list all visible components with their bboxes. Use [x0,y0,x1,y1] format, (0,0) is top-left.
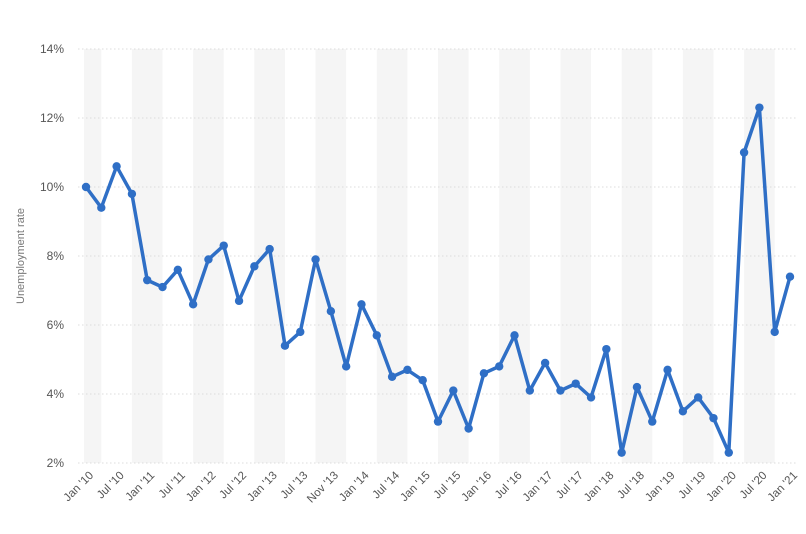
x-tick-label: Jul '15 [432,470,464,502]
data-point [755,103,764,112]
data-point [586,393,596,402]
data-point [204,255,213,264]
x-tick-label: Jul '19 [677,470,709,502]
data-point [678,407,688,416]
x-tick-label: Jul '18 [615,470,647,502]
data-point [464,424,473,433]
data-point [693,393,703,402]
data-point [127,189,137,199]
background-band [84,49,102,463]
x-tick-label: Nov '13 [305,470,341,506]
data-point [663,365,672,375]
data-point [724,448,733,457]
data-point [341,362,351,371]
x-tick-label: Jul '17 [554,470,586,502]
data-point [449,386,458,395]
x-tick-label: Jan '13 [245,470,279,504]
data-point [81,182,91,192]
data-point [495,362,504,371]
data-point [556,386,565,395]
y-tick-label: 8% [47,249,65,263]
data-point [143,275,152,285]
data-point [418,376,427,385]
data-point [234,296,244,306]
series-line-group [81,103,795,457]
x-tick-label: Jan '10 [62,470,96,504]
data-point [433,417,443,426]
x-tick-label: Jan '16 [460,470,494,504]
x-tick-label: Jan '11 [123,470,157,504]
data-point [250,262,259,271]
data-point [112,162,121,171]
data-point [357,300,366,309]
x-tick-label: Jan '20 [704,470,738,504]
y-tick-label: 10% [40,180,64,194]
x-tick-label: Jul '10 [95,470,127,502]
data-point [372,331,381,340]
data-point [280,341,290,350]
x-tick-label: Jan '12 [184,470,218,504]
data-point [510,331,519,340]
data-point [632,382,642,392]
y-axis-ticks: 2% 4% 6% 8% 10% 12% 14% [40,42,64,470]
y-axis-label: Unemployment rate [15,208,27,304]
y-tick-label: 2% [47,456,65,470]
data-point [97,203,106,212]
data-point [311,255,320,264]
data-point [540,358,550,368]
data-point [709,413,718,423]
data-point [739,148,749,157]
x-tick-label: Jan '15 [398,470,432,504]
data-point [770,327,779,337]
data-point [219,241,228,250]
y-tick-label: 6% [47,318,65,332]
x-tick-label: Jul '20 [738,470,770,502]
data-point [479,369,489,378]
x-tick-label: Jan '21 [766,470,800,504]
data-point [173,265,183,274]
data-point [326,307,336,316]
data-point [403,365,412,375]
y-tick-label: 14% [40,42,64,56]
x-tick-label: Jan '18 [582,470,616,504]
x-tick-label: Jan '19 [643,470,677,504]
data-point [265,244,274,254]
data-point [571,379,580,388]
x-tick-label: Jan '14 [337,469,372,504]
data-point [525,386,535,395]
y-tick-label: 12% [40,111,64,125]
x-tick-label: Jul '14 [370,469,402,501]
data-point [188,300,198,309]
data-point [387,372,397,381]
x-tick-label: Jul '12 [217,470,249,502]
x-tick-label: Jul '16 [493,470,525,502]
x-tick-label: Jan '17 [521,470,555,504]
data-point [785,272,795,281]
data-point [602,344,611,354]
data-point [158,282,167,292]
data-point [296,327,305,337]
data-point [617,448,626,457]
y-tick-label: 4% [47,387,65,401]
data-point [648,417,657,426]
